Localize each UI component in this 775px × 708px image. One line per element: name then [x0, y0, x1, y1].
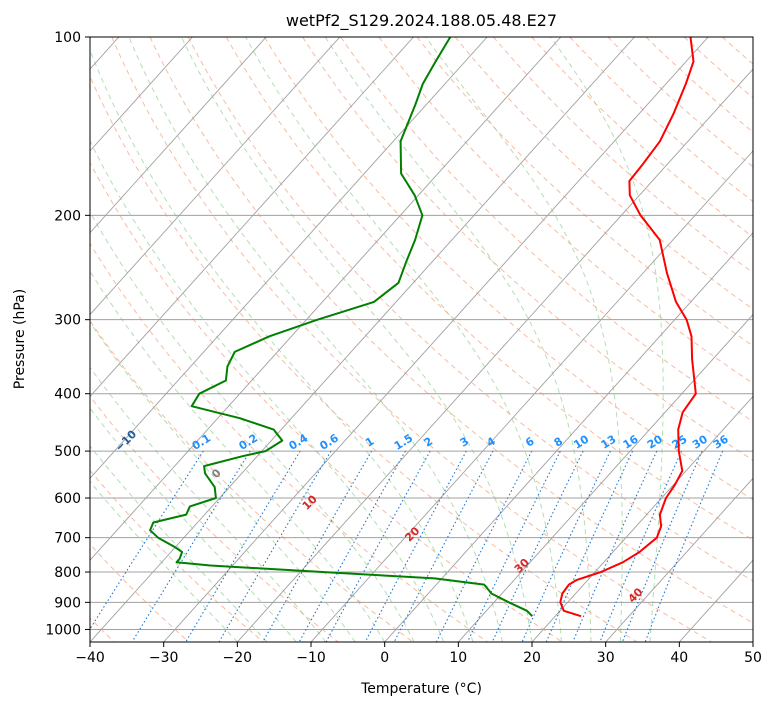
mixing-ratio-line: [393, 450, 494, 642]
moist-adiabat: [90, 366, 327, 642]
isotherm--50: [90, 37, 562, 561]
moist-adiabat: [90, 211, 415, 642]
y-tick-label: 400: [54, 387, 81, 403]
y-tick-label: 900: [54, 595, 81, 611]
mixing-ratio-line: [131, 450, 251, 642]
dry-adiabat: [454, 37, 753, 310]
moist-adiabats: [90, 37, 664, 642]
x-tick-label: 50: [744, 650, 762, 666]
moist-adiabat: [324, 37, 592, 642]
profile-series: [149, 37, 697, 618]
mixing-ratio-line: [621, 450, 703, 642]
mixing-ratio-line: [185, 450, 301, 642]
isotherm-20: [531, 395, 753, 642]
mixing-ratio-line: [572, 450, 658, 642]
y-tick-label: 500: [54, 444, 81, 460]
dry-adiabat: [111, 37, 712, 642]
moist-adiabat: [245, 37, 562, 642]
mixing-ratio-line: [545, 450, 633, 642]
y-tick-label: 1000: [45, 622, 81, 638]
dry-adiabat: [378, 37, 753, 384]
x-tick-label: 0: [380, 650, 389, 666]
isotherm--90: [90, 37, 267, 234]
y-tick-label: 700: [54, 531, 81, 547]
isotherm--70: [90, 37, 414, 398]
dry-adiabat: [493, 37, 753, 274]
isotherm--100: [90, 37, 193, 152]
moist-adiabat: [128, 37, 503, 642]
isotherm-10: [457, 313, 753, 642]
dry-adiabat: [90, 395, 339, 642]
mixing-ratio-line: [90, 450, 204, 631]
x-tick-label: −10: [296, 650, 326, 666]
y-tick-label: 300: [54, 313, 81, 329]
dry-adiabat: [225, 37, 753, 541]
moist-adiabat: [549, 37, 664, 642]
moist-adiabat: [90, 480, 238, 642]
x-axis: −40 −30 −20 −10 0 10 20 30 40 50: [75, 642, 762, 666]
x-tick-label: 10: [449, 650, 467, 666]
isotherm--80: [90, 37, 341, 316]
x-tick-label: −40: [75, 650, 105, 666]
mixing-ratio-line: [298, 450, 406, 642]
isotherm--60: [90, 37, 488, 479]
isotherm--10: [310, 150, 753, 642]
mixing-ratio-lines: [90, 450, 724, 642]
mixing-ratio-line: [325, 450, 431, 642]
isobar-grid: [90, 37, 753, 630]
dry-adiabat: [607, 37, 753, 168]
isotherm--20: [236, 68, 753, 642]
dry-adiabat: [340, 37, 753, 423]
plot-background: [90, 37, 753, 642]
chart-title: wetPf2_S129.2024.188.05.48.E27: [286, 11, 557, 31]
x-tick-label: −30: [149, 650, 179, 666]
dry-adiabat: [90, 75, 638, 642]
dry-adiabats: [90, 37, 753, 642]
x-tick-label: 20: [523, 650, 541, 666]
moist-adiabat: [90, 270, 386, 642]
moist-adiabat: [90, 445, 268, 642]
y-tick-label: 600: [54, 491, 81, 507]
y-axis: 100 200 300 400 500 600 700 800 900 1000: [45, 30, 90, 638]
moist-adiabat: [180, 37, 533, 642]
isotherm-30: [605, 477, 753, 642]
x-tick-label: 30: [597, 650, 615, 666]
y-tick-label: 800: [54, 565, 81, 581]
mixing-ratio-line: [467, 450, 561, 642]
dry-adiabat: [90, 161, 563, 642]
dry-adiabat: [187, 37, 753, 582]
mixing-ratio-line: [599, 450, 682, 642]
moist-adiabat: [90, 139, 445, 642]
isotherm--40: [90, 37, 635, 642]
moist-adiabat: [90, 48, 474, 642]
mixing-ratio-line: [218, 450, 332, 642]
temperature-profile-line: [559, 37, 697, 618]
dry-adiabat: [569, 37, 753, 203]
x-axis-label: Temperature (°C): [360, 681, 482, 697]
x-tick-label: 40: [670, 650, 688, 666]
moist-adiabat: [90, 407, 297, 642]
mixing-ratio-line: [364, 450, 467, 642]
x-tick-label: −20: [223, 650, 253, 666]
dry-adiabat: [90, 242, 488, 642]
y-axis-label: Pressure (hPa): [12, 289, 28, 389]
y-tick-label: 200: [54, 208, 81, 224]
isotherms: [90, 37, 753, 642]
moist-adiabat: [425, 37, 623, 642]
isotherm--30: [163, 37, 709, 642]
y-tick-label: 100: [54, 30, 81, 46]
dry-adiabat: [90, 320, 414, 642]
isotherm-0: [384, 232, 753, 642]
mixing-ratio-line: [491, 450, 584, 642]
dewpoint-profile-line: [149, 37, 534, 617]
plot-frame: [89, 36, 754, 643]
mixing-ratio-line: [262, 450, 373, 642]
